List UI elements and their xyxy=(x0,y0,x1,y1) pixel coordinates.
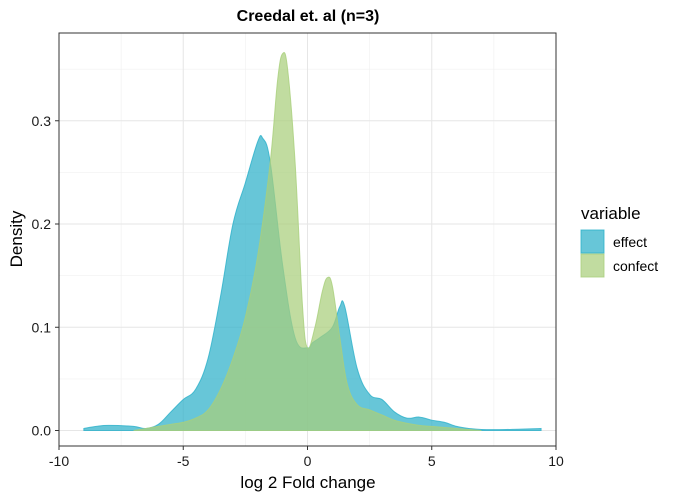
x-tick-label: 0 xyxy=(304,453,312,469)
x-tick-label: -5 xyxy=(177,453,190,469)
x-tick-label: 10 xyxy=(548,453,564,469)
density-area-confect xyxy=(133,52,482,432)
y-tick-label: 0.2 xyxy=(32,216,52,232)
y-axis-title: Density xyxy=(7,210,26,267)
legend-label-effect: effect xyxy=(613,234,647,250)
legend-label-confect: confect xyxy=(613,258,658,274)
y-tick-label: 0.1 xyxy=(32,319,52,335)
axis-ticks: -10 -5 0 5 10 0.0 0.1 0.2 0.3 xyxy=(32,113,564,469)
plot-title: Creedal et. al (n=3) xyxy=(237,8,380,25)
legend-key-confect xyxy=(580,253,605,278)
y-tick-label: 0.3 xyxy=(32,113,52,129)
x-tick-label: -10 xyxy=(49,453,69,469)
legend: variable effect confect xyxy=(580,204,658,278)
legend-key-effect xyxy=(580,229,605,254)
density-areas xyxy=(83,52,542,432)
x-axis-title: log 2 Fold change xyxy=(240,473,375,492)
legend-title: variable xyxy=(581,204,641,223)
x-tick-label: 5 xyxy=(428,453,436,469)
y-tick-label: 0.0 xyxy=(32,423,52,439)
